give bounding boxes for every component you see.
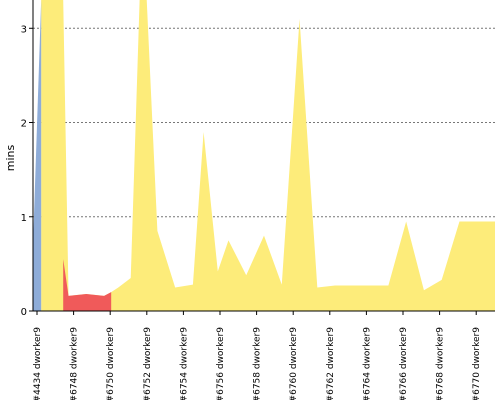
x-tick-label-0: #4434 dworker9 [33, 327, 43, 400]
x-tick-label-12: #6770 dworker9 [472, 327, 482, 400]
x-tick-labels: #4434 dworker9 #6748 dworker9 #6750 dworke… [33, 327, 482, 400]
series-yellow-area [41, 0, 495, 311]
series-blue-area [33, 0, 42, 311]
x-tick-label-5: #6756 dworker9 [216, 327, 226, 400]
axes [29, 0, 495, 315]
y-tick-label-2: 2 [21, 119, 27, 130]
x-tick-label-10: #6766 dworker9 [399, 327, 409, 400]
x-tick-label-7: #6760 dworker9 [289, 327, 299, 400]
y-tick-labels: 0 1 2 3 [21, 24, 27, 318]
y-tick-label-0: 0 [21, 307, 27, 318]
x-tick-label-2: #6750 dworker9 [106, 327, 116, 400]
y-tick-label-1: 1 [21, 213, 27, 224]
series-red-area [63, 259, 112, 311]
x-tick-label-3: #6752 dworker9 [143, 327, 153, 400]
y-tick-label-3: 3 [21, 24, 27, 35]
x-tick-label-6: #6758 dworker9 [253, 327, 263, 400]
x-tick-label-1: #6748 dworker9 [70, 327, 80, 400]
x-tick-label-11: #6768 dworker9 [436, 327, 446, 400]
grid-lines [33, 27, 495, 218]
x-tick-label-4: #6754 dworker9 [179, 327, 189, 400]
x-tick-label-9: #6764 dworker9 [362, 327, 372, 400]
x-tick-label-8: #6762 dworker9 [326, 327, 336, 400]
area-series [33, 0, 495, 311]
y-axis-label: mins [4, 144, 17, 171]
